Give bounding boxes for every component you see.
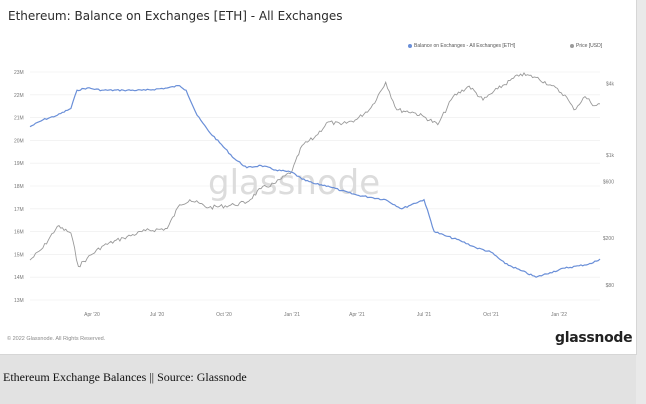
legend-price[interactable]: Price [USD] <box>570 43 602 49</box>
legend-balance-dot <box>408 43 412 48</box>
price-series-line <box>29 72 601 268</box>
left-axis-tick-label: 19M <box>14 161 24 167</box>
left-axis-tick-label: 14M <box>14 275 24 281</box>
left-axis-tick-label: 17M <box>14 207 24 213</box>
right-axis-tick-label: $80 <box>606 283 615 289</box>
chart-svg: glassnode 23M 22M 21M 20M 19M 18M 17M 16M 15M 14M… <box>14 70 615 318</box>
left-axis-tick-label: 22M <box>14 93 24 99</box>
right-axis-tick-label: $200 <box>603 236 614 242</box>
watermark: glassnode <box>208 163 380 203</box>
left-axis-tick-label: 18M <box>14 184 24 190</box>
left-axis-tick-label: 23M <box>14 70 24 76</box>
right-axis-tick-label: $4k <box>606 82 615 88</box>
balance-series-line <box>29 84 601 278</box>
x-axis-tick-label: Oct '21 <box>483 312 499 318</box>
left-axis-tick-label: 15M <box>14 252 24 258</box>
right-axis-ticks: $4k $1k $600 $200 $80 <box>603 82 615 290</box>
legend-price-label: Price [USD] <box>576 43 603 49</box>
left-axis-tick-label: 21M <box>14 116 24 122</box>
chart-title: Ethereum: Balance on Exchanges [ETH] - A… <box>8 9 343 23</box>
x-axis-tick-label: Jan '21 <box>284 312 300 318</box>
x-axis-tick-label: Apr '21 <box>349 312 365 318</box>
gridlines <box>30 71 600 301</box>
x-axis-tick-label: Jan '22 <box>551 312 567 318</box>
right-axis-tick-label: $1k <box>606 153 615 159</box>
x-axis-tick-label: Jul '21 <box>417 312 432 318</box>
x-axis-tick-label: Oct '20 <box>216 312 232 318</box>
legend-price-dot <box>570 43 574 48</box>
caption-bar <box>0 355 636 404</box>
glassnode-logo: glassnode <box>555 330 633 346</box>
left-axis-tick-label: 16M <box>14 230 24 236</box>
chart-card: Ethereum: Balance on Exchanges [ETH] - A… <box>0 0 637 355</box>
x-axis-ticks: Apr '20 Jul '20 Oct '20 Jan '21 Apr '21 Jul '… <box>84 312 567 318</box>
left-axis-ticks: 23M 22M 21M 20M 19M 18M 17M 16M 15M 14M 13M <box>14 70 24 304</box>
copyright-note: © 2022 Glassnode. All Rights Reserved. <box>7 336 106 342</box>
legend-balance[interactable]: Balance on Exchanges - All Exchanges [ET… <box>408 43 515 49</box>
image-caption: Ethereum Exchange Balances || Source: Gl… <box>3 370 247 384</box>
right-axis-tick-label: $600 <box>603 179 614 185</box>
left-axis-tick-label: 13M <box>14 298 24 304</box>
left-axis-tick-label: 20M <box>14 138 24 144</box>
x-axis-tick-label: Apr '20 <box>84 312 100 318</box>
x-axis-tick-label: Jul '20 <box>150 312 165 318</box>
legend-balance-label: Balance on Exchanges - All Exchanges [ET… <box>414 43 516 49</box>
